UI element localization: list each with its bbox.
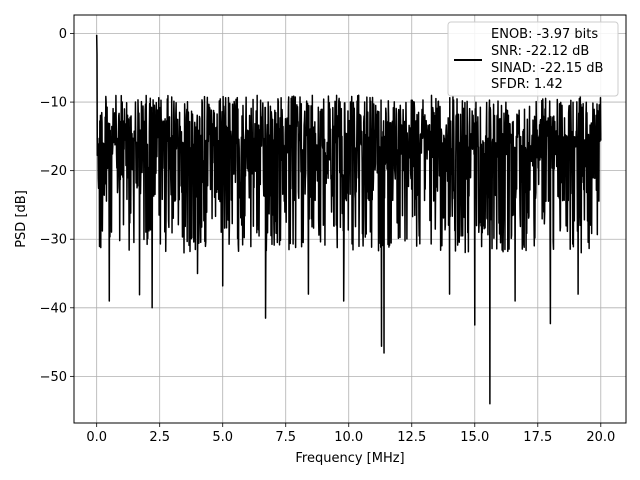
y-axis-ticks: 0 −10 −20 −30 −40 −50 — [40, 27, 74, 385]
x-tick-label: 10.0 — [334, 430, 363, 445]
x-axis-ticks: 0.0 2.5 5.0 7.5 10.0 12.5 15.0 17.5 20.0 — [86, 423, 615, 445]
x-tick-label: 12.5 — [397, 430, 426, 445]
x-tick-label: 7.5 — [275, 430, 296, 445]
y-tick-label: −10 — [40, 96, 67, 111]
x-tick-label: 5.0 — [212, 430, 233, 445]
x-tick-label: 20.0 — [586, 430, 615, 445]
legend-entry-sinad: SINAD: -22.15 dB — [491, 61, 603, 76]
y-tick-label: 0 — [59, 27, 67, 42]
x-tick-label: 0.0 — [86, 430, 107, 445]
psd-series-line — [95, 34, 602, 405]
y-tick-label: −50 — [40, 370, 67, 385]
y-tick-label: −20 — [40, 164, 67, 179]
plot-frame — [73, 14, 627, 424]
legend-box — [447, 21, 619, 97]
series-layer — [95, 34, 602, 405]
legend-entry-enob: ENOB: -3.97 bits — [491, 27, 598, 42]
y-axis-label: PSD [dB] — [14, 190, 29, 248]
y-tick-label: −40 — [40, 301, 67, 316]
legend-entry-snr: SNR: -22.12 dB — [491, 44, 589, 59]
x-tick-label: 15.0 — [460, 430, 489, 445]
x-axis-label: Frequency [MHz] — [295, 451, 404, 466]
x-tick-label: 2.5 — [149, 430, 170, 445]
y-tick-label: −30 — [40, 233, 67, 248]
legend: ENOB: -3.97 bits SNR: -22.12 dB SINAD: -… — [447, 21, 619, 97]
x-tick-label: 17.5 — [523, 430, 552, 445]
legend-entry-sfdr: SFDR: 1.42 — [491, 77, 563, 92]
